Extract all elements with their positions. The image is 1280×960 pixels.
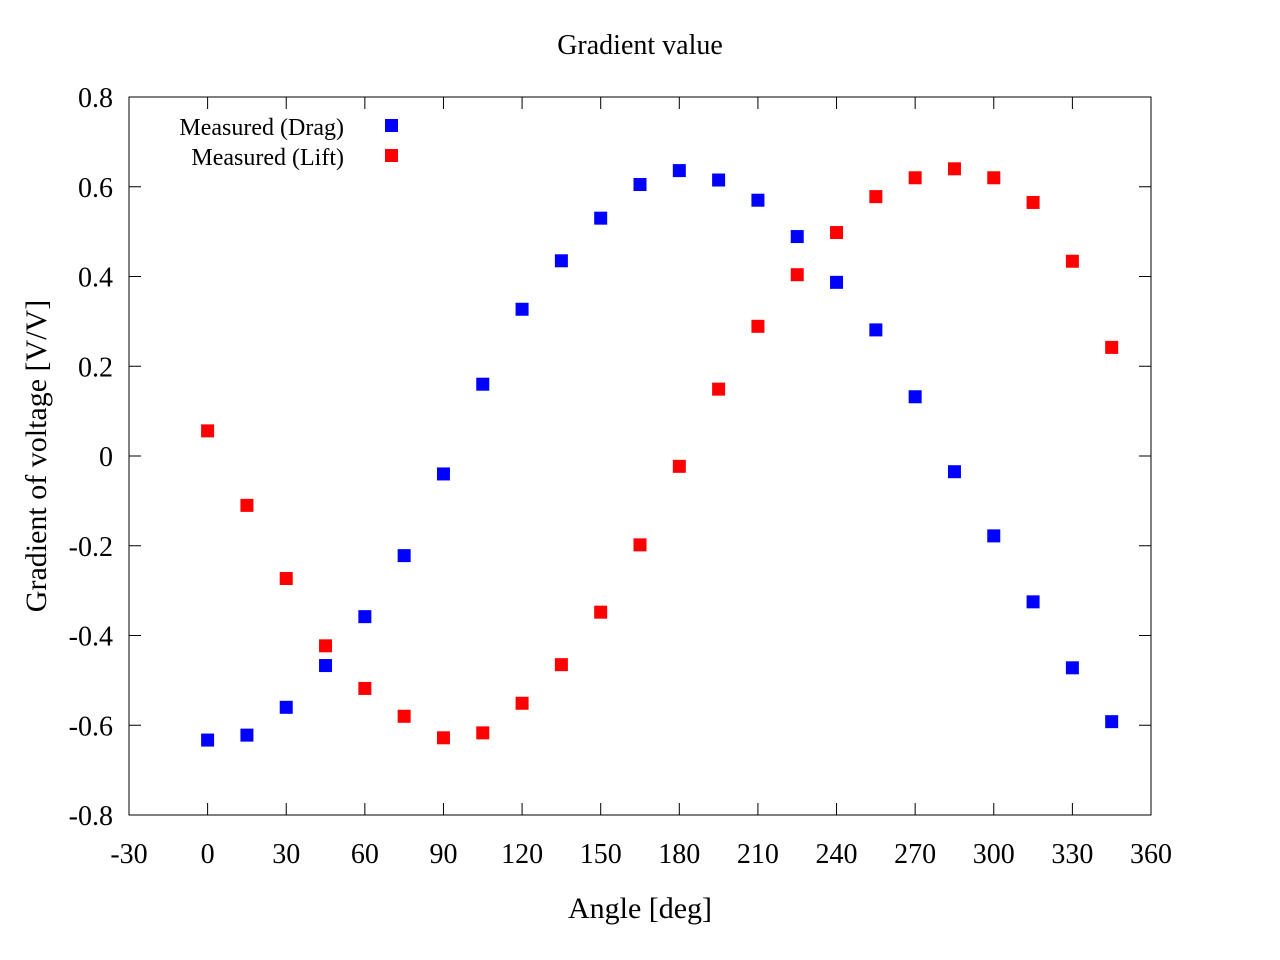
x-tick-label: 60 bbox=[351, 839, 379, 870]
y-tick-label: 0 bbox=[99, 442, 113, 473]
y-tick-label: 0.4 bbox=[78, 263, 113, 294]
data-point-lift bbox=[830, 226, 844, 240]
data-point-lift bbox=[987, 171, 1001, 185]
x-axis-label: Angle [deg] bbox=[568, 892, 712, 925]
data-point-drag bbox=[594, 211, 608, 225]
data-point-drag bbox=[830, 275, 844, 289]
data-point-drag bbox=[672, 164, 686, 178]
data-point-lift bbox=[1026, 195, 1040, 209]
data-point-lift bbox=[319, 639, 333, 653]
data-point-drag bbox=[1026, 595, 1040, 609]
y-tick-label: 0.6 bbox=[78, 173, 113, 204]
y-tick-label: -0.4 bbox=[69, 622, 113, 653]
data-point-lift bbox=[869, 190, 883, 204]
data-point-lift bbox=[397, 709, 411, 723]
x-tick-label: 180 bbox=[658, 839, 700, 870]
data-point-lift bbox=[358, 681, 372, 695]
y-tick-label: -0.8 bbox=[69, 801, 113, 832]
x-tick-label: 270 bbox=[894, 839, 936, 870]
x-tick-label: 0 bbox=[201, 839, 215, 870]
data-point-drag bbox=[515, 302, 529, 316]
data-point-drag bbox=[987, 529, 1001, 543]
data-point-drag bbox=[358, 610, 372, 624]
data-point-drag bbox=[908, 390, 922, 404]
data-point-lift bbox=[1105, 340, 1119, 354]
data-point-lift bbox=[515, 696, 529, 710]
data-point-lift bbox=[1065, 254, 1079, 268]
data-point-lift bbox=[947, 162, 961, 176]
data-point-drag bbox=[397, 549, 411, 563]
data-point-lift bbox=[751, 319, 765, 333]
y-tick-label: 0.8 bbox=[78, 83, 113, 114]
data-point-lift bbox=[712, 382, 726, 396]
data-point-drag bbox=[790, 230, 804, 244]
data-point-lift bbox=[633, 538, 647, 552]
series-drag bbox=[201, 164, 1119, 747]
legend: Measured (Drag) Measured (Lift) bbox=[179, 115, 398, 171]
series-lift bbox=[201, 162, 1119, 745]
axis-ticks bbox=[128, 96, 1152, 816]
data-point-lift bbox=[594, 605, 608, 619]
data-point-drag bbox=[1105, 715, 1119, 729]
chart-title: Gradient value bbox=[557, 30, 723, 61]
data-point-lift bbox=[201, 424, 215, 438]
data-point-drag bbox=[751, 193, 765, 207]
data-point-lift bbox=[908, 171, 922, 185]
legend-label-lift: Measured (Lift) bbox=[191, 145, 344, 171]
y-axis-label: Gradient of voltage [V/V] bbox=[20, 300, 53, 612]
data-points bbox=[201, 162, 1119, 747]
data-point-drag bbox=[201, 733, 215, 747]
y-tick-label: 0.2 bbox=[78, 352, 113, 383]
data-point-drag bbox=[633, 178, 647, 192]
data-point-lift bbox=[554, 658, 568, 672]
data-point-drag bbox=[240, 728, 254, 742]
y-tick-label: -0.2 bbox=[69, 532, 113, 563]
x-axis-tick-labels: -30 0 30 60 90 120 150 180 210 240 270 300 330 360 bbox=[110, 839, 1172, 870]
data-point-lift bbox=[476, 726, 490, 740]
x-tick-label: 30 bbox=[272, 839, 300, 870]
x-tick-label: -30 bbox=[110, 839, 147, 870]
data-point-drag bbox=[554, 254, 568, 268]
x-tick-label: 300 bbox=[973, 839, 1015, 870]
x-tick-label: 360 bbox=[1130, 839, 1172, 870]
y-axis-tick-labels: -0.8 -0.6 -0.4 -0.2 0 0.2 0.4 0.6 0.8 bbox=[69, 83, 113, 832]
legend-marker-drag bbox=[385, 119, 398, 132]
data-point-lift bbox=[672, 459, 686, 473]
x-tick-label: 210 bbox=[737, 839, 779, 870]
x-tick-label: 330 bbox=[1051, 839, 1093, 870]
data-point-drag bbox=[947, 465, 961, 479]
y-tick-label: -0.6 bbox=[69, 711, 113, 742]
data-point-drag bbox=[319, 659, 333, 673]
x-tick-label: 90 bbox=[429, 839, 457, 870]
data-point-lift bbox=[279, 572, 293, 586]
data-point-drag bbox=[869, 323, 883, 337]
legend-label-drag: Measured (Drag) bbox=[179, 115, 344, 141]
x-tick-label: 240 bbox=[816, 839, 858, 870]
legend-marker-lift bbox=[385, 149, 398, 162]
data-point-lift bbox=[790, 268, 804, 282]
x-tick-label: 120 bbox=[501, 839, 543, 870]
data-point-drag bbox=[1065, 661, 1079, 675]
data-point-lift bbox=[436, 731, 450, 745]
x-tick-label: 150 bbox=[580, 839, 622, 870]
data-point-lift bbox=[240, 498, 254, 512]
data-point-drag bbox=[476, 377, 490, 391]
data-point-drag bbox=[712, 173, 726, 187]
data-point-drag bbox=[436, 467, 450, 481]
data-point-drag bbox=[279, 700, 293, 714]
